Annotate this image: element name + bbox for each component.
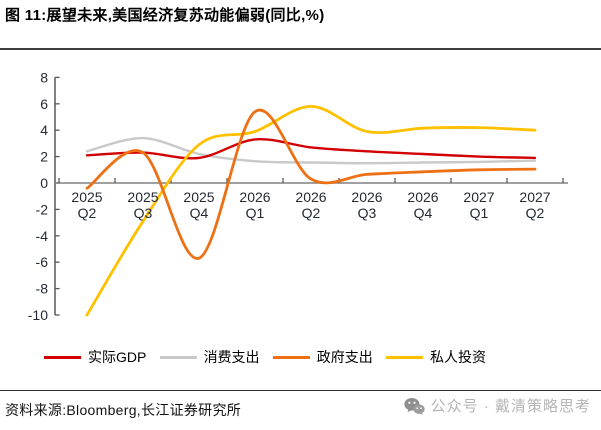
x-category-label: Q4 [414,205,433,221]
y-tick-label: -8 [36,281,49,297]
footer-divider [0,390,601,391]
series-line-消费支出 [85,136,537,165]
y-tick-label: 4 [40,122,48,138]
legend-swatch [159,355,197,359]
y-tick-label: 0 [40,175,48,191]
x-category-label: 2026 [295,189,326,205]
y-tick-label: 8 [40,69,48,85]
x-category-label: Q3 [134,205,153,221]
x-category-label: Q2 [78,205,97,221]
x-category-label: 2025 [183,189,214,205]
line-chart: 86420-2-4-6-8-102025Q22025Q32025Q42026Q1… [28,69,568,323]
watermark-text: 公众号 · 戴清策略思考 [430,398,591,415]
series-line-政府支出 [85,108,537,260]
legend-item-私人投资: 私人投资 [386,347,486,367]
legend-item-消费支出: 消费支出 [159,347,260,367]
y-tick-label: -2 [36,201,49,217]
chart-legend: 实际GDP 消费支出 政府支出 私人投资 [44,347,486,367]
legend-label: 私人投资 [430,349,486,365]
y-tick-label: 2 [40,149,48,165]
x-category-label: 2027 [463,189,494,205]
x-category-label: 2026 [407,189,438,205]
data-source-text: 资料来源:Bloomberg,长江证券研究所 [5,402,242,418]
legend-label: 政府支出 [316,349,373,365]
figure-title: 图 11:展望未来,美国经济复苏动能偏弱(同比,%) [5,7,325,24]
x-category-label: 2027 [519,189,550,205]
title-divider [0,48,601,50]
legend-item-实际GDP: 实际GDP [44,347,146,367]
legend-swatch [44,355,81,359]
x-category-label: 2026 [239,189,270,205]
watermark: 公众号 · 戴清策略思考 [404,395,591,416]
series-line-私人投资 [85,105,537,317]
y-tick-label: -4 [36,228,49,244]
x-category-label: Q3 [358,205,377,221]
x-category-label: Q1 [470,205,489,221]
legend-swatch [272,355,310,359]
y-tick-label: -10 [28,307,48,323]
wechat-icon [404,397,425,415]
x-category-label: 2025 [127,189,158,205]
legend-swatch [386,355,423,359]
x-category-label: Q2 [302,205,321,221]
x-category-label: 2026 [351,189,382,205]
x-category-label: Q1 [246,205,265,221]
x-category-label: Q2 [526,205,545,221]
y-tick-label: -6 [36,254,49,270]
x-category-label: Q4 [190,205,209,221]
series-line-实际GDP [85,137,537,160]
legend-label: 消费支出 [203,349,260,365]
y-tick-label: 6 [40,96,48,112]
legend-item-政府支出: 政府支出 [272,347,373,367]
legend-label: 实际GDP [88,349,147,365]
x-category-label: 2025 [71,189,102,205]
